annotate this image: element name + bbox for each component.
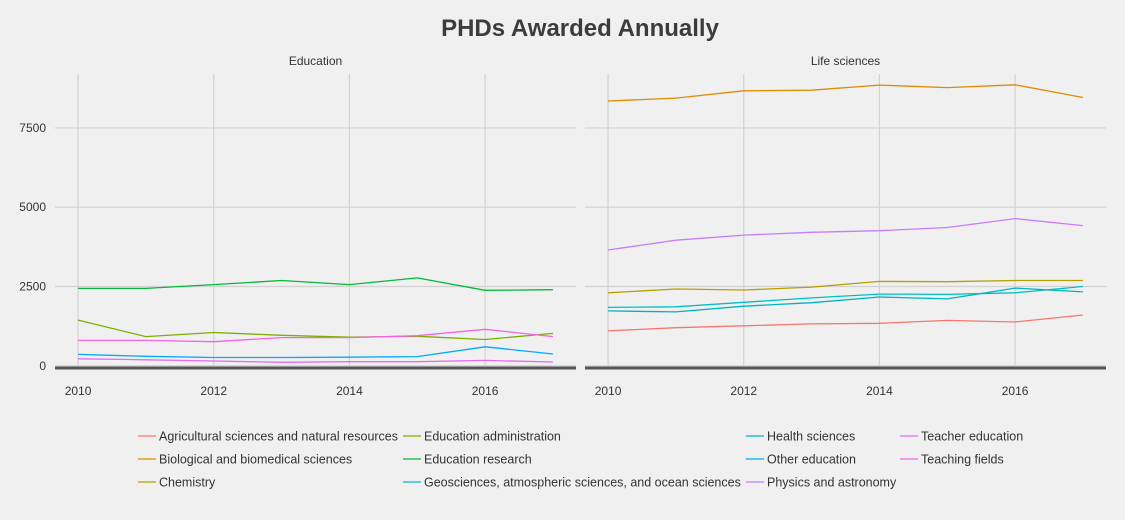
series-line-life-sciences-2 <box>608 279 1083 294</box>
x-tick-label-education-2014: 2014 <box>336 384 363 398</box>
chart-title: PHDs Awarded Annually <box>441 15 719 42</box>
legend-label-4: Education research <box>424 453 532 467</box>
legend-label-0: Agricultural sciences and natural resour… <box>159 430 398 444</box>
series-line-life-sciences-1 <box>608 217 1083 251</box>
legend-label-7: Other education <box>767 453 856 467</box>
x-tick-label-education-2016: 2016 <box>472 384 499 398</box>
legend-label-9: Teacher education <box>921 430 1023 444</box>
y-tick-label-0: 0 <box>39 359 46 373</box>
legend-label-8: Physics and astronomy <box>767 476 897 490</box>
series-line-education-4 <box>78 358 553 363</box>
x-tick-label-education-2010: 2010 <box>65 384 92 398</box>
x-tick-label-life-sciences-2010: 2010 <box>595 384 622 398</box>
legend-label-10: Teaching fields <box>921 453 1004 467</box>
y-tick-label-7500: 7500 <box>19 121 46 135</box>
series-line-life-sciences-4 <box>608 287 1083 313</box>
y-tick-label-2500: 2500 <box>19 279 46 293</box>
series-line-life-sciences-0 <box>608 84 1084 102</box>
x-tick-label-life-sciences-2014: 2014 <box>866 384 893 398</box>
series-line-education-1 <box>78 277 553 291</box>
series-line-education-2 <box>78 328 553 343</box>
legend-label-2: Chemistry <box>159 476 216 490</box>
facet-label-education: Education <box>289 54 342 68</box>
x-tick-label-life-sciences-2012: 2012 <box>730 384 757 398</box>
legend-label-5: Geosciences, atmospheric sciences, and o… <box>424 476 741 490</box>
facet-label-life-sciences: Life sciences <box>811 54 880 68</box>
series-line-education-0 <box>77 319 553 341</box>
x-tick-label-education-2012: 2012 <box>200 384 227 398</box>
x-tick-label-life-sciences-2016: 2016 <box>1002 384 1029 398</box>
series-line-education-3 <box>78 346 553 359</box>
y-tick-label-5000: 5000 <box>19 200 46 214</box>
legend-label-3: Education administration <box>424 430 561 444</box>
series-line-life-sciences-5 <box>608 314 1083 332</box>
legend-label-6: Health sciences <box>767 430 855 444</box>
series-line-life-sciences-3 <box>608 285 1083 309</box>
legend-label-1: Biological and biomedical sciences <box>159 453 352 467</box>
